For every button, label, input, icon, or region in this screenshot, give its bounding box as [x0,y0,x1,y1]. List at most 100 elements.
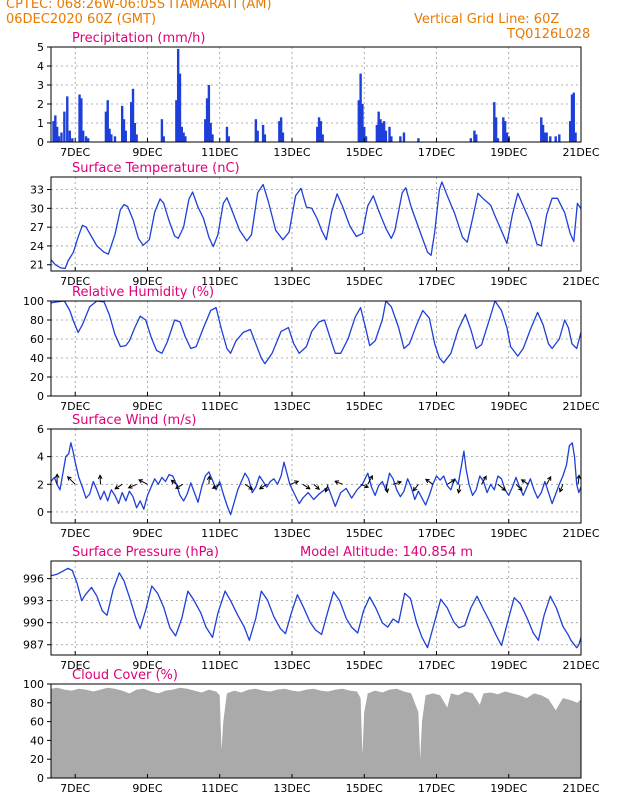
precip-bar [87,138,90,142]
precip-bar [540,117,543,142]
precip-bar [71,138,74,142]
x-tick-label: 19DEC [490,400,527,413]
y-tick-label: 20 [30,753,44,766]
y-tick-label: 4 [37,60,44,73]
precip-bar [379,119,382,142]
precip-bar [57,136,61,142]
precip-bar [78,94,81,142]
x-tick-label: 17DEC [418,275,455,288]
y-tick-label: 24 [30,240,44,253]
precip-bar [60,132,63,142]
rh-panel: 0 20 40 60 80 100 7DEC 9DEC 11DEC 13DEC 15DEC 17DEC… [23,285,600,413]
precip-bar [204,119,207,142]
precip-bar [108,128,111,142]
precip-bar [66,96,69,142]
y-tick-label: 0 [37,772,44,785]
precip-bar [545,132,548,142]
precip-bar [558,134,561,142]
precip-bar [475,134,478,142]
x-tick-label: 9DEC [132,527,162,540]
temp-frame [50,176,582,272]
x-tick-label: 15DEC [346,400,383,413]
precip-bar [543,132,547,142]
precip-bar [120,105,124,142]
wind-arrow [392,480,403,486]
precip-bar [209,123,212,142]
precip-bar [388,126,391,142]
wind-arrow [576,474,582,485]
precip-bar [106,100,109,142]
precip-bar [502,117,505,142]
x-tick-label: 13DEC [273,782,310,795]
x-tick-label: 19DEC [490,146,527,159]
precip-bar [503,121,507,142]
wind-title: Surface Wind (m/s) [72,413,196,428]
precip-bar [377,111,380,142]
precip-bar [473,130,476,142]
temp-series-line [50,181,582,270]
temp-title: Surface Temperature (nC) [72,161,240,176]
x-tick-label: 11DEC [201,782,238,795]
wind-arrow [127,483,137,489]
precip-bar [549,136,552,142]
x-tick-label: 11DEC [201,400,238,413]
x-tick-label: 7DEC [60,146,90,159]
rh-title: Relative Humidity (%) [72,285,214,300]
x-tick-label: 13DEC [273,659,310,672]
x-tick-label: 15DEC [346,782,383,795]
x-tick-label: 17DEC [418,400,455,413]
precip-bar [122,119,126,142]
wind-arrow [206,475,212,485]
precip-bar [124,130,127,142]
header-grid-line: Vertical Grid Line: 60Z [414,12,560,27]
wind-arrow [360,483,370,489]
precip-title: Precipitation (mm/h) [72,31,205,46]
x-tick-label: 9DEC [132,146,162,159]
precip-bar [104,111,108,142]
precip-bar [54,115,57,142]
precip-bar [263,134,267,142]
precip-bar [205,98,209,142]
wind-arrow [138,479,148,485]
cloud-title: Cloud Cover (%) [72,668,178,683]
pressure-panel: 987 990 993 996 7DEC 9DEC 11DEC 13DEC 15DEC 17DEC… [23,545,600,672]
precip-bar [319,121,323,142]
wind-arrow [244,483,254,490]
y-tick-label: 4 [37,451,44,464]
precip-bar [261,124,265,142]
y-tick-label: 996 [23,573,44,586]
wind-arrow [367,474,373,485]
wind-arrow [559,484,564,493]
x-tick-label: 21DEC [562,275,599,288]
y-tick-label: 40 [30,352,44,365]
rh-series-line [50,300,582,365]
y-tick-label: 40 [30,734,44,747]
x-tick-label: 15DEC [346,527,383,540]
x-tick-label: 11DEC [201,275,238,288]
x-tick-label: 21DEC [562,782,599,795]
y-tick-label: 6 [37,423,44,436]
y-tick-label: 80 [30,697,44,710]
precip-bar [225,126,229,142]
x-tick-label: 21DEC [562,527,599,540]
y-tick-label: 33 [30,184,44,197]
precip-bar [570,94,574,142]
precip-bar [384,130,388,142]
x-tick-label: 9DEC [132,659,162,672]
x-tick-label: 9DEC [132,400,162,413]
x-tick-label: 13DEC [273,400,310,413]
x-tick-label: 7DEC [60,659,90,672]
x-tick-label: 13DEC [273,275,310,288]
precip-panel: 0 1 2 3 4 5 7DEC 9DEC 11DEC 13DEC 15DEC 17DEC 19DEC 2… [37,31,600,159]
x-tick-label: 17DEC [418,782,455,795]
precip-bar [135,134,138,142]
precip-bar [182,132,185,142]
cloud-cover-area [51,687,581,778]
precip-bar [55,126,59,142]
x-tick-label: 13DEC [273,527,310,540]
y-tick-label: 60 [30,333,44,346]
y-tick-label: 1 [37,117,44,130]
y-tick-label: 5 [37,41,44,54]
precip-bar [493,102,496,142]
wind-arrow [54,473,60,485]
